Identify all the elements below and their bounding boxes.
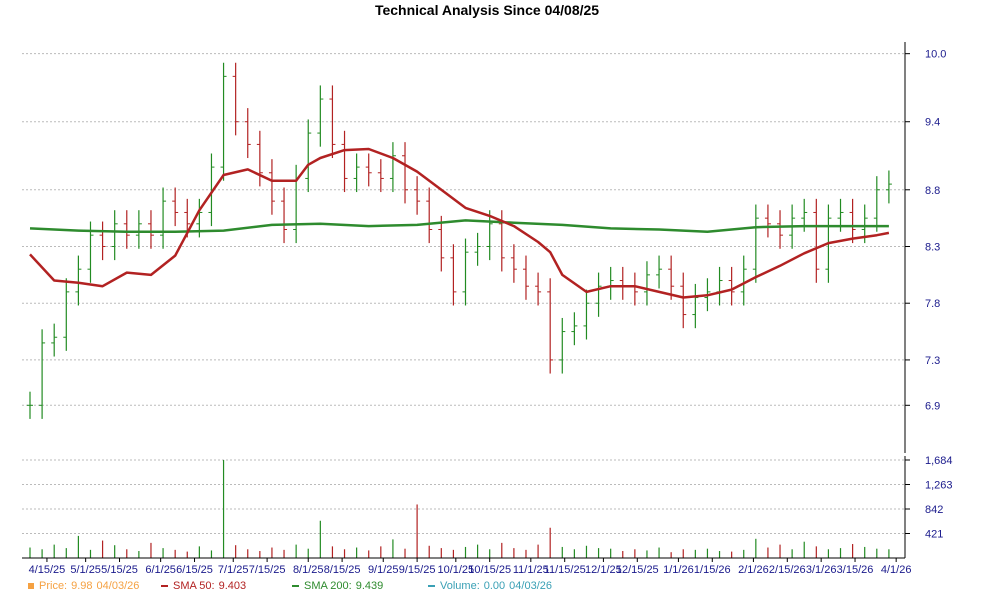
x-tick-label: 2/15/26 xyxy=(769,564,806,576)
legend-label: Price: xyxy=(39,580,68,592)
price-tick-label: 9.4 xyxy=(925,117,940,129)
x-tick-label: 2/1/26 xyxy=(738,564,769,576)
volume-tick-label: 1,684 xyxy=(925,455,953,467)
axes xyxy=(22,42,910,562)
dash-marker-icon xyxy=(161,585,168,587)
volume-bars xyxy=(29,460,890,558)
price-tick-label: 6.9 xyxy=(925,400,940,412)
price-tick-label: 8.3 xyxy=(925,242,940,254)
x-tick-label: 1/15/26 xyxy=(694,564,731,576)
legend: Price: 9.98 04/03/26 SMA 50: 9.403 SMA 200: 9.… xyxy=(28,580,988,594)
x-tick-label: 10/1/25 xyxy=(437,564,474,576)
x-tick-label: 7/1/25 xyxy=(218,564,249,576)
legend-date: 04/03/26 xyxy=(509,580,552,592)
price-tick-label: 8.8 xyxy=(925,185,940,197)
dash-marker-icon xyxy=(292,585,299,587)
x-tick-label: 1/1/26 xyxy=(663,564,694,576)
x-tick-label: 4/1/26 xyxy=(881,564,912,576)
x-tick-label: 4/15/25 xyxy=(29,564,66,576)
x-tick-label: 6/15/25 xyxy=(176,564,213,576)
legend-item-volume: Volume: 0.00 04/03/26 xyxy=(428,580,552,592)
x-tick-label: 7/15/25 xyxy=(249,564,286,576)
x-tick-label: 3/15/26 xyxy=(837,564,874,576)
x-tick-label: 11/1/25 xyxy=(513,564,549,576)
x-tick-label: 9/1/25 xyxy=(368,564,399,576)
price-tick-label: 7.3 xyxy=(925,355,940,367)
legend-value: 9.439 xyxy=(355,580,384,592)
legend-value: 9.403 xyxy=(218,580,247,592)
sma50-line xyxy=(29,147,890,299)
x-tick-label: 11/15/25 xyxy=(544,564,586,576)
volume-tick-label: 842 xyxy=(925,504,943,516)
legend-item-price: Price: 9.98 04/03/26 xyxy=(28,580,139,592)
x-tick-label: 12/1/25 xyxy=(585,564,622,576)
legend-date: 04/03/26 xyxy=(96,580,140,592)
chart-title: Technical Analysis Since 04/08/25 xyxy=(374,2,600,18)
tick-labels: 6.9 7.3 7.8 8.3 8.8 9.4 10.0 421 842 1,263 1,684 4/… xyxy=(29,49,953,576)
price-bars xyxy=(27,62,892,419)
moving-averages xyxy=(29,147,890,299)
price-tick-label: 7.8 xyxy=(925,298,940,310)
x-tick-label: 9/15/25 xyxy=(399,564,436,576)
x-tick-label: 6/1/25 xyxy=(145,564,176,576)
legend-label: SMA 50: xyxy=(173,580,215,592)
x-tick-label: 12/15/25 xyxy=(616,564,659,576)
volume-tick-label: 1,263 xyxy=(925,480,953,492)
volume-tick-label: 421 xyxy=(925,529,943,541)
grid-lines xyxy=(22,53,905,534)
x-tick-label: 3/1/26 xyxy=(806,564,837,576)
legend-label: Volume: xyxy=(440,580,480,592)
price-tick-label: 10.0 xyxy=(925,49,946,61)
sma200-line xyxy=(29,219,889,234)
legend-item-sma200: SMA 200: 9.439 xyxy=(292,580,383,592)
x-tick-label: 8/1/25 xyxy=(293,564,324,576)
x-tick-label: 5/15/25 xyxy=(101,564,138,576)
legend-value: 0.00 xyxy=(483,580,506,592)
legend-label: SMA 200: xyxy=(304,580,352,592)
legend-item-sma50: SMA 50: 9.403 xyxy=(161,580,246,592)
square-marker-icon xyxy=(28,583,34,589)
x-tick-label: 10/15/25 xyxy=(468,564,511,576)
legend-value: 9.98 xyxy=(71,580,93,592)
dash-marker-icon xyxy=(428,585,435,587)
x-tick-label: 5/1/25 xyxy=(70,564,101,576)
x-tick-label: 8/15/25 xyxy=(324,564,361,576)
